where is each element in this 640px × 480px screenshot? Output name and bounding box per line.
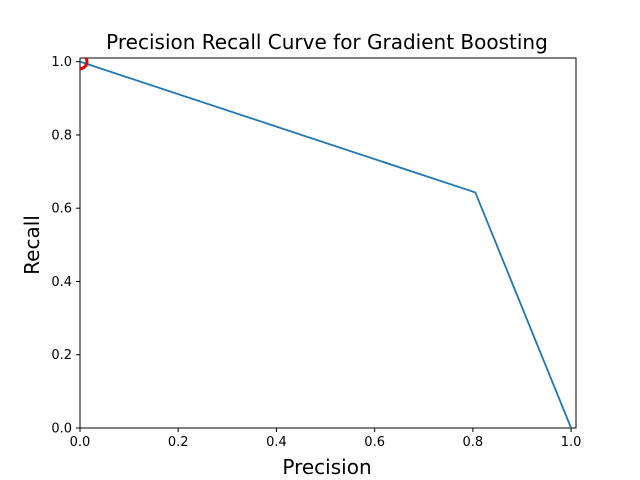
y-tick-label: 0.0: [51, 422, 72, 437]
y-tick-label: 0.2: [51, 348, 72, 363]
x-axis-label: Precision: [282, 455, 371, 479]
x-tick-label: 0.6: [364, 435, 385, 450]
y-tick-label: 0.8: [51, 128, 72, 143]
plot-frame: [79, 57, 577, 429]
highlight-marker: [80, 58, 89, 71]
y-axis-ticks: 0.0 0.2 0.4 0.6 0.8 1.0: [51, 55, 80, 437]
x-axis-ticks: 0.0 0.2 0.4 0.6 0.8 1.0: [70, 428, 582, 450]
x-tick-label: 0.8: [463, 435, 484, 450]
y-tick-label: 1.0: [51, 55, 72, 70]
x-tick-label: 1.0: [561, 435, 582, 450]
y-axis-label: Recall: [20, 215, 44, 275]
x-tick-label: 0.2: [168, 435, 189, 450]
series-layer: [79, 60, 572, 429]
marker-layer: [80, 58, 89, 71]
x-tick-label: 0.4: [266, 435, 287, 450]
x-tick-label: 0.0: [70, 435, 91, 450]
y-tick-label: 0.4: [51, 275, 72, 290]
series-line: [79, 60, 572, 429]
plot-area: [79, 57, 577, 429]
y-tick-label: 0.6: [51, 202, 72, 217]
chart-title: Precision Recall Curve for Gradient Boos…: [106, 30, 548, 54]
